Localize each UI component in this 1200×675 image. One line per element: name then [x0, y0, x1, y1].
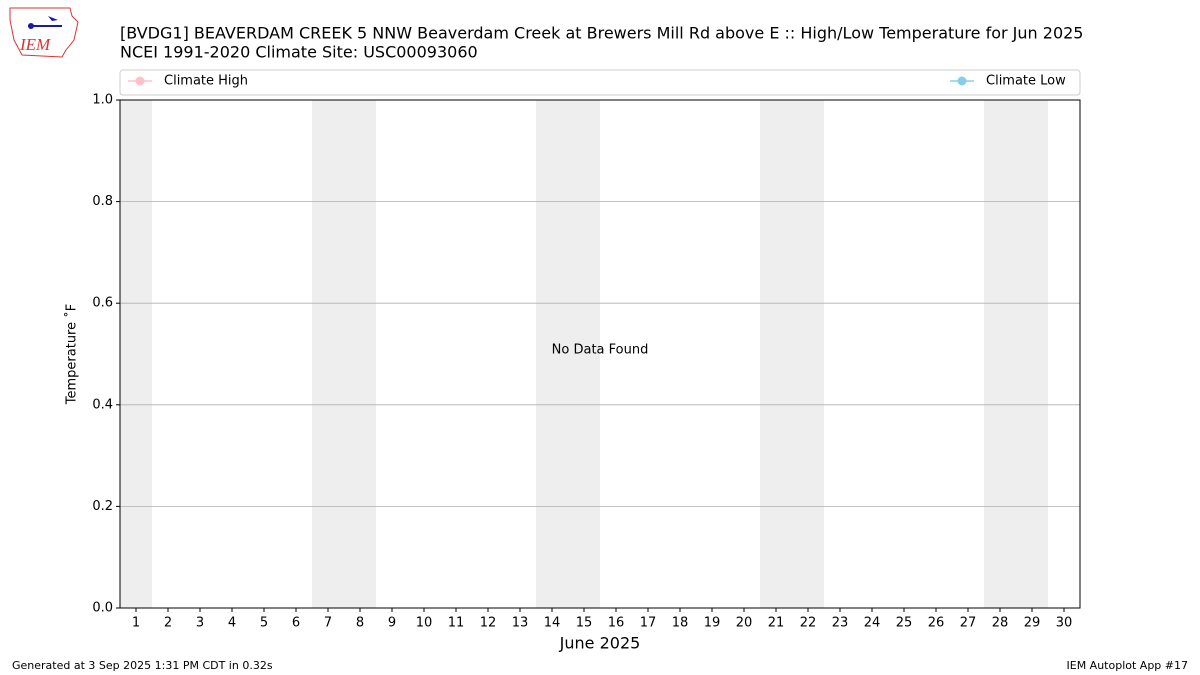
x-tick-label: 28	[992, 616, 1009, 631]
legend-marker	[957, 76, 967, 86]
x-tick-label: 4	[228, 616, 236, 631]
annotation: No Data Found	[552, 343, 649, 358]
x-tick-label: 15	[576, 616, 593, 631]
x-tick-label: 9	[388, 616, 396, 631]
y-tick-label: 1.0	[92, 93, 113, 108]
x-tick-label: 7	[324, 616, 332, 631]
x-tick-label: 3	[196, 616, 204, 631]
y-tick-label: 0.6	[92, 296, 113, 311]
y-tick-label: 0.0	[92, 601, 113, 616]
footer-left: Generated at 3 Sep 2025 1:31 PM CDT in 0…	[12, 659, 273, 672]
x-tick-label: 5	[260, 616, 268, 631]
legend-label: Climate Low	[986, 74, 1066, 89]
x-tick-label: 23	[832, 616, 849, 631]
x-tick-label: 17	[640, 616, 657, 631]
weekend-band	[536, 100, 568, 608]
y-tick-label: 0.8	[92, 194, 113, 209]
x-tick-label: 2	[164, 616, 172, 631]
weekend-band	[760, 100, 792, 608]
legend-box	[119, 69, 1081, 96]
x-tick-label: 27	[960, 616, 977, 631]
x-tick-label: 18	[672, 616, 689, 631]
x-tick-label: 1	[132, 616, 140, 631]
chart-title: [BVDG1] BEAVERDAM CREEK 5 NNW Beaverdam …	[120, 24, 1083, 43]
weekend-band	[312, 100, 344, 608]
x-tick-label: 24	[864, 616, 881, 631]
x-tick-label: 19	[704, 616, 721, 631]
plot-frame	[119, 99, 1081, 609]
logo: IEM	[9, 7, 79, 58]
weekend-band	[344, 100, 376, 608]
x-tick-label: 20	[736, 616, 753, 631]
logo-text: IEM	[19, 35, 51, 54]
y-tick-label: 0.4	[92, 397, 113, 412]
x-tick-label: 16	[608, 616, 625, 631]
footer-right: IEM Autoplot App #17	[1067, 659, 1189, 672]
x-tick-label: 8	[356, 616, 364, 631]
x-tick-label: 14	[544, 616, 561, 631]
weekend-band	[1016, 100, 1048, 608]
legend-marker	[135, 76, 145, 86]
y-tick-label: 0.2	[92, 499, 113, 514]
weekend-band	[120, 100, 152, 608]
weekend-band	[984, 100, 1016, 608]
x-tick-label: 30	[1056, 616, 1073, 631]
x-tick-label: 21	[768, 616, 785, 631]
x-axis-label: June 2025	[559, 634, 641, 653]
x-tick-label: 10	[416, 616, 433, 631]
x-tick-label: 25	[896, 616, 913, 631]
x-tick-label: 12	[480, 616, 497, 631]
y-axis-label: Temperature ˚F	[64, 304, 80, 405]
x-tick-label: 11	[448, 616, 465, 631]
chart-subtitle: NCEI 1991-2020 Climate Site: USC00093060	[120, 43, 478, 62]
weekend-band	[568, 100, 600, 608]
x-tick-label: 26	[928, 616, 945, 631]
x-tick-label: 29	[1024, 616, 1041, 631]
weekend-band	[792, 100, 824, 608]
legend-label: Climate High	[164, 74, 248, 89]
x-tick-label: 13	[512, 616, 529, 631]
x-tick-label: 6	[292, 616, 300, 631]
x-tick-label: 22	[800, 616, 817, 631]
